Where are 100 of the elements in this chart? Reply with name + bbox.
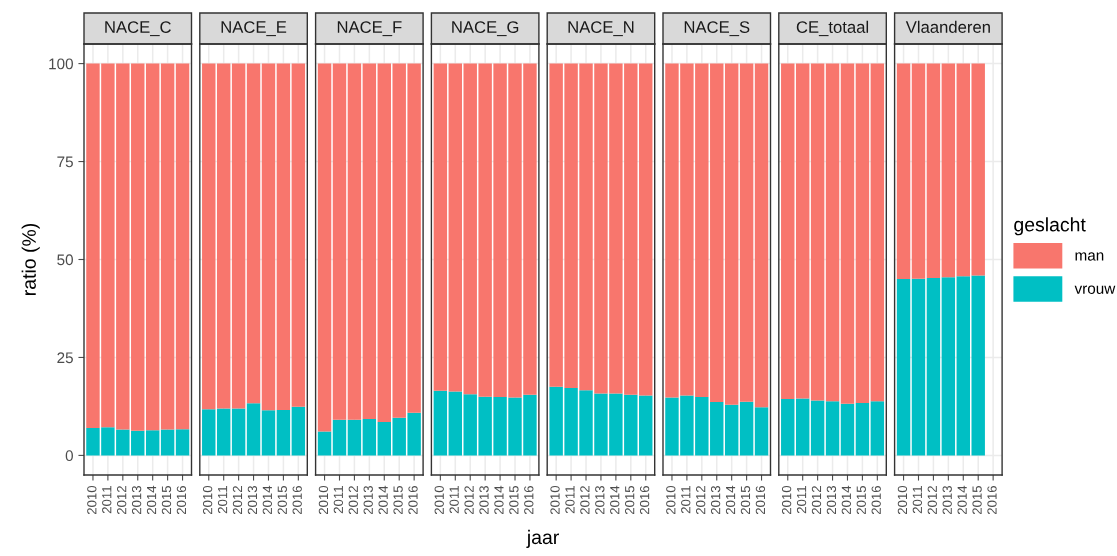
legend-label: vrouw [1074, 285, 1116, 294]
legend-title: geslacht [1014, 217, 1086, 236]
bar [739, 63, 754, 402]
x-tick-label: 2013 [942, 485, 952, 515]
bar [754, 63, 769, 408]
x-tick-label: 2013 [363, 485, 373, 515]
x-tick-label: 2016 [639, 485, 650, 515]
bar [362, 63, 377, 419]
bar [781, 398, 795, 456]
chart-title: NACE_S [684, 21, 750, 37]
bar [855, 63, 870, 403]
chart-title: NACE_C [105, 21, 171, 37]
bar [855, 402, 870, 456]
x-tick-label: 2011 [681, 486, 691, 514]
bar [202, 63, 216, 410]
x-tick-label: 2016 [408, 485, 418, 515]
bar [433, 63, 448, 391]
x-tick-label: 2013 [710, 485, 721, 515]
x-tick-label: 2012 [464, 486, 474, 515]
bar [216, 63, 231, 409]
bar [724, 404, 739, 456]
bar [276, 63, 291, 410]
x-tick-label: 2014 [610, 485, 620, 515]
x-tick-label: 2016 [755, 485, 766, 515]
y-tick-label: 100 [49, 58, 73, 70]
bar [347, 419, 362, 456]
x-tick-label: 2012 [232, 486, 243, 515]
x-tick-label: 2012 [927, 486, 937, 515]
bar [825, 63, 840, 402]
chart-title: Vlaanderen [905, 20, 990, 33]
bar [261, 63, 276, 411]
bar [317, 431, 332, 456]
x-tick-label: 2012 [580, 486, 590, 515]
bar [332, 419, 347, 456]
x-tick-label: 2013 [247, 485, 258, 515]
x-tick-label: 2010 [87, 485, 97, 515]
bar [231, 63, 246, 409]
y-tick-label: 75 [57, 156, 73, 168]
x-tick-label: 2010 [202, 485, 213, 515]
bar [840, 403, 855, 456]
bar [231, 408, 246, 456]
x-tick-label: 2015 [972, 485, 982, 515]
bar [870, 401, 885, 456]
x-tick-label: 2016 [987, 485, 997, 515]
x-tick-label: 2012 [811, 486, 822, 515]
y-tick-label: 0 [65, 450, 73, 462]
bar [145, 63, 160, 431]
x-tick-label: 2011 [912, 486, 923, 514]
legend-label: man [1075, 252, 1104, 261]
x-tick-label: 2011 [102, 486, 112, 514]
x-tick-label: 2015 [277, 485, 287, 515]
bar [291, 63, 306, 407]
x-tick-label: 2012 [117, 486, 127, 515]
bar [926, 63, 941, 278]
chart-title: NACE_G [452, 21, 519, 37]
bar [870, 63, 885, 402]
bar [160, 429, 175, 456]
bar [810, 63, 825, 401]
x-tick-label: 2012 [348, 486, 358, 515]
bar [896, 63, 911, 280]
chart-title: CE_totaal [796, 20, 869, 37]
bar [739, 401, 754, 456]
bar [216, 408, 231, 456]
bar [433, 390, 448, 456]
bar [448, 63, 463, 392]
bar [175, 63, 190, 430]
x-tick-label: 2011 [565, 486, 575, 514]
bar [724, 63, 739, 405]
x-tick-label: 2016 [176, 485, 187, 515]
bar [291, 406, 306, 456]
x-tick-label: 2015 [625, 485, 635, 515]
bar [317, 63, 332, 432]
x-tick-label: 2011 [796, 486, 807, 514]
x-tick-label: 2015 [161, 485, 172, 515]
bar [911, 278, 926, 456]
x-tick-label: 2013 [479, 485, 489, 515]
x-tick-label: 2014 [494, 485, 504, 515]
bar [795, 63, 810, 399]
x-tick-label: 2014 [841, 485, 852, 515]
x-tick-label: 2014 [262, 485, 273, 515]
bar [276, 409, 291, 456]
x-tick-label: 2016 [292, 485, 302, 515]
bar [825, 401, 840, 456]
y-tick-label: 50 [57, 254, 73, 266]
bar [347, 63, 362, 420]
x-tick-label: 2014 [957, 485, 967, 515]
bar [175, 429, 190, 456]
x-tick-label: 2014 [378, 485, 388, 515]
y-axis-title: ratio (%) [21, 223, 40, 295]
bar [332, 63, 347, 420]
x-tick-label: 2010 [897, 485, 908, 515]
bar [941, 277, 956, 456]
bar [926, 277, 941, 456]
x-tick-label: 2015 [856, 485, 866, 515]
x-tick-label: 2010 [781, 485, 792, 515]
x-tick-label: 2015 [740, 485, 751, 515]
bar [896, 279, 911, 456]
x-tick-label: 2011 [333, 486, 344, 514]
x-tick-label: 2015 [393, 485, 403, 515]
bar [246, 403, 261, 456]
